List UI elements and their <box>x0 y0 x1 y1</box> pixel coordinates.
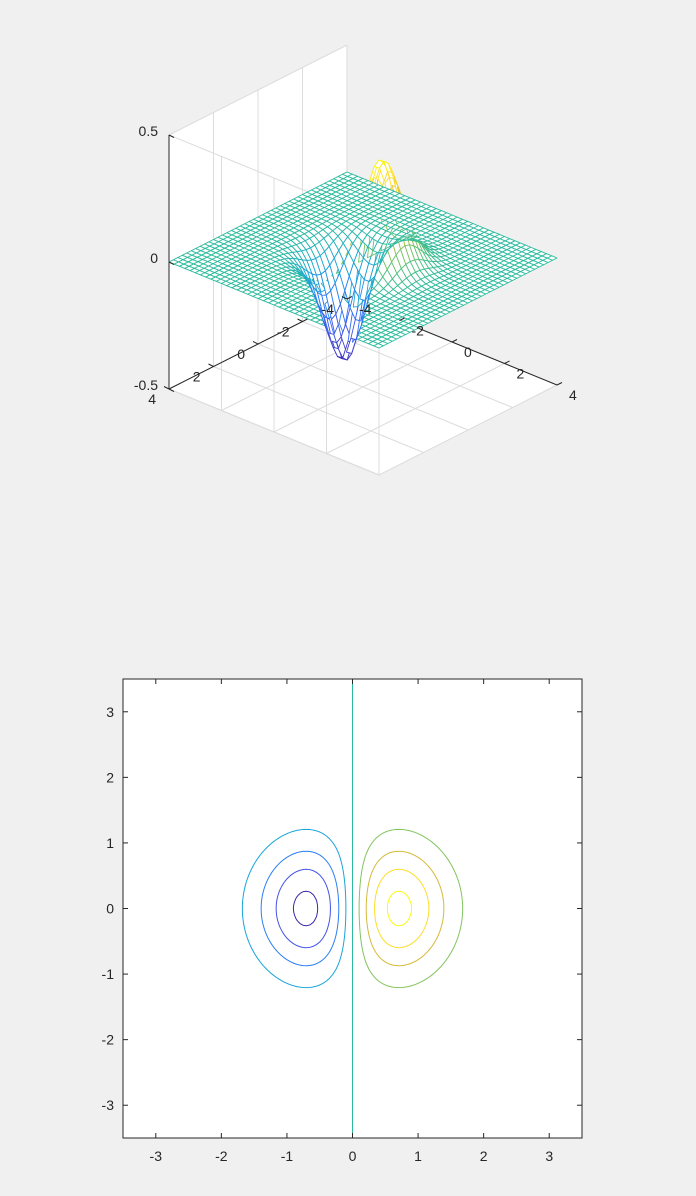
y-tick-label: -4 <box>322 301 335 317</box>
x-tick-label: -4 <box>359 301 372 317</box>
z-tick-mark <box>168 134 175 138</box>
x-tick-mark <box>504 360 510 364</box>
surface-mesh <box>168 159 558 361</box>
x-tick-label: 4 <box>569 387 577 403</box>
y-tick-label: 3 <box>106 704 114 720</box>
y-tick-mark <box>341 296 348 300</box>
floor-gridline-x <box>378 384 558 476</box>
y-tick-mark <box>208 363 214 367</box>
floor-gridline-y <box>257 343 469 431</box>
y-tick-label: 4 <box>148 391 156 407</box>
x-tick-label: -2 <box>215 1148 228 1164</box>
contour-line <box>374 868 430 949</box>
x-tick-mark <box>451 339 458 343</box>
y-tick-label: -2 <box>102 1032 115 1048</box>
y-tick-mark <box>163 386 170 390</box>
floor-gridline-x <box>326 363 505 454</box>
y-tick-mark <box>297 318 303 322</box>
contour-line <box>241 828 347 989</box>
contour-axes-ticks <box>123 679 582 1138</box>
contour-line <box>365 850 445 967</box>
contour-plot-axes: -3 -2 -1 0 1 2 3 -3 -2 -1 0 1 2 3 <box>102 678 583 1164</box>
x-tick-mark <box>556 382 563 386</box>
x-tick-label: -1 <box>281 1148 294 1164</box>
floor-gridline-y <box>213 366 424 453</box>
contour-lines <box>241 679 464 1138</box>
x-tick-mark <box>346 296 353 300</box>
x-tick-mark <box>399 317 405 321</box>
contour-line <box>260 850 340 967</box>
z-tick-mark <box>168 261 175 265</box>
x-tick-label: 0 <box>349 1148 357 1164</box>
z-tick-label: -0.5 <box>134 377 158 393</box>
y-tick-label: 0 <box>106 901 114 917</box>
y-tick-label: -1 <box>102 966 115 982</box>
y-tick-label: -2 <box>277 324 290 340</box>
y-tick-mark <box>252 341 259 345</box>
y-tick-label: 2 <box>193 369 201 385</box>
z-tick-label: 0 <box>150 250 158 266</box>
y-tick-label: -3 <box>102 1097 115 1113</box>
y-tick-label: 0 <box>237 346 245 362</box>
x-tick-label: 3 <box>545 1148 553 1164</box>
z-tick-label: 0.5 <box>139 123 159 139</box>
x-tick-label: 1 <box>414 1148 422 1164</box>
y-tick-label: 2 <box>106 769 114 785</box>
contour-line <box>292 890 319 927</box>
surface-face <box>546 255 558 261</box>
x-tick-label: 0 <box>464 344 472 360</box>
contour-line <box>386 890 413 927</box>
z-tick-mark <box>168 388 175 392</box>
surface-axes-ticks <box>163 134 563 392</box>
x-tick-label: 2 <box>480 1148 488 1164</box>
contour-line <box>275 868 331 949</box>
x-tick-label: -2 <box>412 323 425 339</box>
contour-line <box>358 828 464 989</box>
y-tick-label: 1 <box>106 835 114 851</box>
contour-axes-tick-labels: -3 -2 -1 0 1 2 3 -3 -2 -1 0 1 2 3 <box>102 704 554 1164</box>
x-tick-label: -3 <box>150 1148 163 1164</box>
x-tick-label: 2 <box>517 366 525 382</box>
